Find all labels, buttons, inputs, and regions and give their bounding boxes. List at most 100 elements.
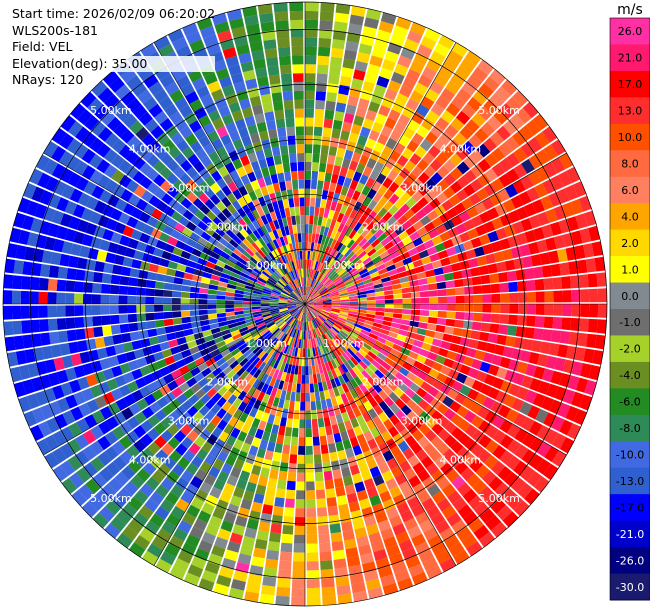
range-gate xyxy=(510,477,526,493)
range-gate xyxy=(474,201,487,215)
range-gate xyxy=(456,446,470,460)
range-gate xyxy=(352,366,361,376)
range-gate xyxy=(559,437,575,454)
colorbar-tick: 4.0 xyxy=(621,210,639,223)
range-gate xyxy=(512,130,527,146)
range-gate xyxy=(571,230,583,246)
range-gate xyxy=(444,326,455,335)
range-gate xyxy=(454,319,464,328)
range-gate xyxy=(305,302,314,304)
range-gate xyxy=(571,289,581,303)
range-gate xyxy=(462,240,474,251)
range-gate xyxy=(366,264,376,272)
range-gate xyxy=(317,55,330,66)
range-gate xyxy=(475,224,487,237)
range-gate xyxy=(387,352,398,362)
range-gate xyxy=(535,131,550,148)
range-gate xyxy=(310,197,316,207)
range-gate xyxy=(533,266,544,279)
range-gate xyxy=(521,449,536,465)
range-gate xyxy=(514,444,529,460)
range-gate xyxy=(488,476,503,492)
range-gate xyxy=(432,338,443,348)
range-gate xyxy=(384,357,395,367)
range-gate xyxy=(455,189,469,202)
range-gate xyxy=(499,238,511,250)
range-gate xyxy=(464,295,474,303)
range-gate xyxy=(506,455,521,471)
range-gate xyxy=(507,325,517,336)
range-gate xyxy=(445,318,456,327)
range-gate xyxy=(413,82,428,96)
range-gate xyxy=(305,46,317,56)
range-gate xyxy=(314,318,321,327)
range-gate xyxy=(498,272,508,283)
range-gate xyxy=(370,329,380,337)
range-gate xyxy=(401,314,411,320)
range-gate xyxy=(341,224,349,235)
range-gate xyxy=(375,113,387,125)
range-gate xyxy=(586,333,597,348)
range-gate xyxy=(362,217,372,228)
range-gate xyxy=(419,291,430,298)
range-gate xyxy=(498,141,513,157)
range-gate xyxy=(500,380,513,393)
range-gate xyxy=(432,361,443,372)
range-gate xyxy=(530,254,542,267)
range-gate xyxy=(404,262,415,271)
range-gate xyxy=(413,360,424,370)
range-gate xyxy=(334,335,343,344)
range-gate xyxy=(327,269,335,278)
range-gate xyxy=(331,298,341,301)
range-gate xyxy=(417,197,429,209)
range-gate xyxy=(316,284,324,292)
range-gate xyxy=(379,67,393,80)
range-gate xyxy=(402,309,412,315)
range-gate xyxy=(308,259,312,269)
range-gate xyxy=(338,331,347,340)
range-gate xyxy=(438,65,454,80)
range-gate xyxy=(477,449,492,464)
range-gate xyxy=(406,399,418,411)
range-gate xyxy=(323,181,331,191)
range-gate xyxy=(333,337,341,346)
range-gate xyxy=(305,250,308,260)
range-gate xyxy=(381,430,393,442)
range-gate xyxy=(436,372,448,384)
range-gate xyxy=(328,316,337,322)
range-gate xyxy=(445,280,456,289)
range-gate xyxy=(471,443,485,458)
range-gate xyxy=(336,242,344,252)
range-gate xyxy=(444,434,457,448)
range-gate xyxy=(337,222,345,233)
range-gate xyxy=(425,131,439,145)
range-gate xyxy=(451,42,468,58)
range-gate xyxy=(364,244,374,254)
range-gate xyxy=(368,363,378,373)
range-gate xyxy=(428,290,438,297)
range-gate xyxy=(402,361,413,372)
range-gate xyxy=(334,12,349,23)
range-gate xyxy=(379,250,390,260)
range-gate xyxy=(440,365,452,376)
range-gate xyxy=(403,467,417,481)
range-gate xyxy=(308,287,313,296)
range-gate xyxy=(392,317,402,324)
range-gate xyxy=(400,46,416,60)
range-gate xyxy=(425,110,440,124)
range-gate xyxy=(399,460,412,473)
range-gate xyxy=(528,214,541,229)
range-gate xyxy=(375,295,385,300)
range-gate xyxy=(409,382,420,393)
range-gate xyxy=(311,309,319,317)
range-gate xyxy=(405,197,417,209)
range-gate xyxy=(387,231,398,241)
range-gate xyxy=(348,132,359,144)
range-gate xyxy=(487,115,502,131)
range-gate xyxy=(478,531,496,548)
range-gate xyxy=(594,256,606,272)
range-gate xyxy=(309,289,316,297)
range-gate xyxy=(543,278,554,290)
range-gate xyxy=(562,304,572,317)
range-gate xyxy=(328,209,335,220)
